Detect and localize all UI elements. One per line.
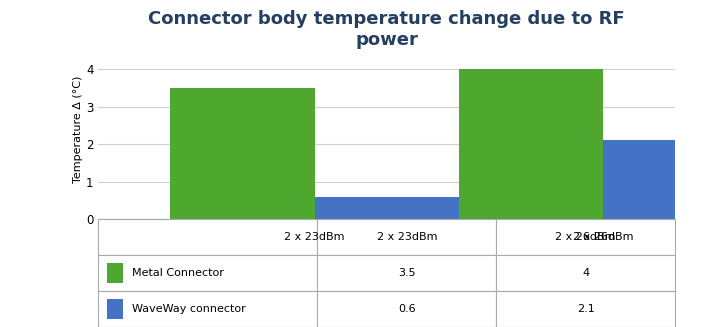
Text: 2 x 23dBm: 2 x 23dBm bbox=[284, 232, 345, 242]
Text: 2.1: 2.1 bbox=[576, 304, 595, 314]
Text: 0.6: 0.6 bbox=[398, 304, 415, 314]
Bar bbox=[318, 219, 496, 255]
Text: 2 x 26dBm: 2 x 26dBm bbox=[572, 232, 633, 242]
Bar bbox=[318, 255, 496, 291]
Bar bbox=[315, 197, 459, 219]
Bar bbox=[107, 300, 123, 319]
Bar bbox=[496, 255, 675, 291]
Bar bbox=[459, 69, 603, 219]
Text: 3.5: 3.5 bbox=[398, 268, 415, 278]
Bar bbox=[98, 255, 318, 291]
Bar bbox=[603, 140, 703, 219]
Bar bbox=[98, 291, 318, 327]
Y-axis label: Temperature Δ (°C): Temperature Δ (°C) bbox=[73, 76, 83, 183]
Text: WaveWay connector: WaveWay connector bbox=[132, 304, 245, 314]
Text: 2 x 23dBm: 2 x 23dBm bbox=[377, 232, 437, 242]
Text: Connector body temperature change due to RF
power: Connector body temperature change due to… bbox=[148, 10, 625, 49]
Text: 4: 4 bbox=[582, 268, 589, 278]
Bar bbox=[318, 291, 496, 327]
Bar bbox=[98, 219, 318, 255]
Text: Metal Connector: Metal Connector bbox=[132, 268, 224, 278]
Bar bbox=[107, 263, 123, 283]
Bar bbox=[170, 88, 315, 219]
Bar bbox=[496, 291, 675, 327]
Text: 2 x 26dBm: 2 x 26dBm bbox=[555, 232, 616, 242]
Bar bbox=[496, 219, 675, 255]
